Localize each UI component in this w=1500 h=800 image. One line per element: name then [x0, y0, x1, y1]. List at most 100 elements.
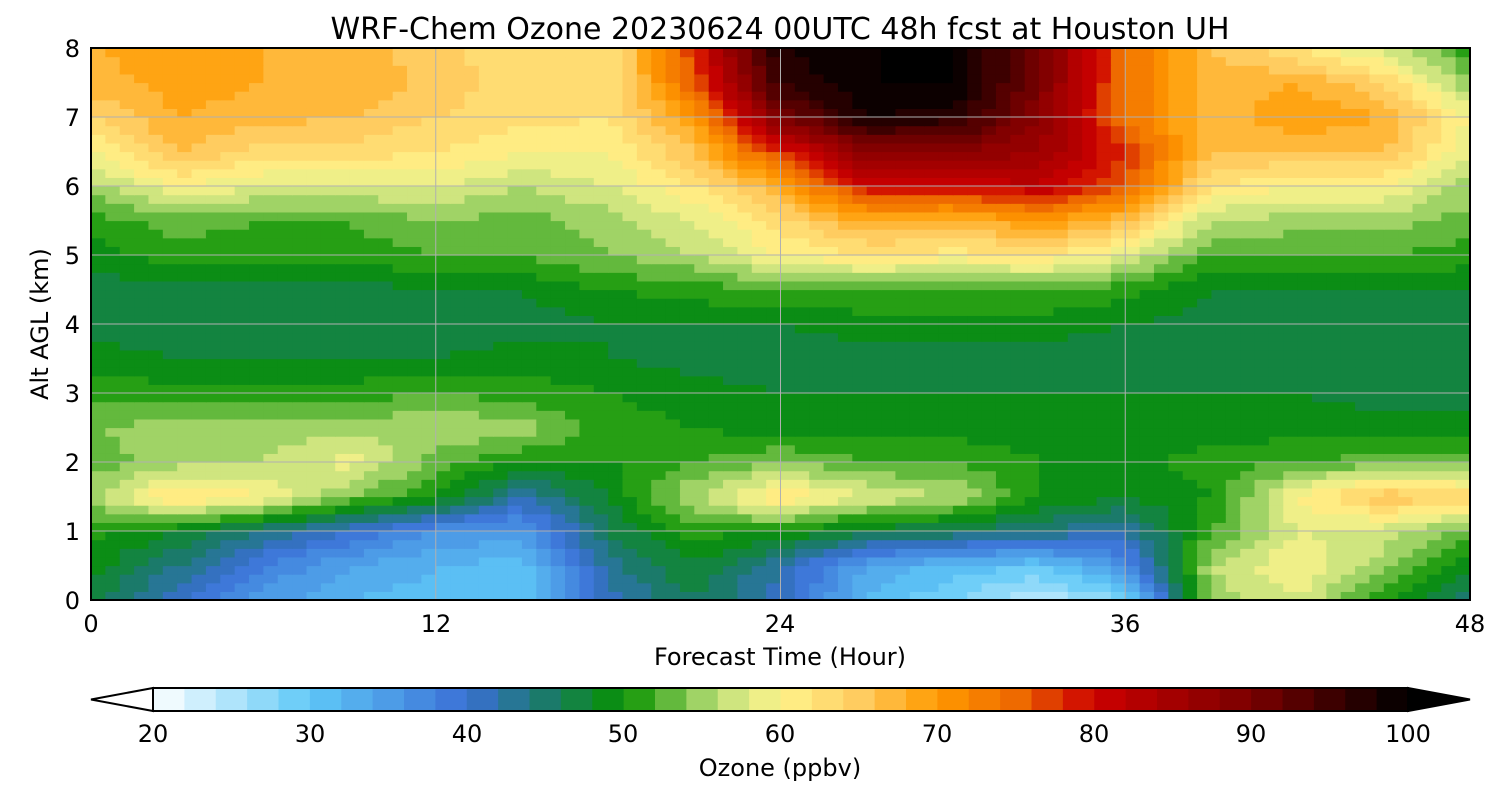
ozone-cell [450, 177, 466, 187]
ozone-cell [952, 582, 968, 592]
ozone-cell [1082, 591, 1098, 600]
ozone-cell [450, 289, 466, 299]
ozone-cell [665, 168, 681, 178]
ozone-cell [1125, 565, 1141, 575]
ozone-cell [191, 487, 207, 498]
ozone-cell [909, 229, 925, 239]
ozone-cell [1053, 444, 1069, 454]
ozone-cell [249, 505, 264, 515]
ozone-cell [694, 470, 710, 480]
ozone-cell [1340, 522, 1356, 532]
ozone-cell [205, 418, 221, 429]
ozone-cell [651, 358, 667, 368]
ozone-cell [823, 574, 839, 584]
ozone-cell [1024, 462, 1040, 472]
ozone-cell [1039, 160, 1055, 170]
ozone-cell [1139, 220, 1155, 230]
ozone-cell [177, 513, 193, 523]
ozone-cell [220, 487, 236, 498]
ozone-cell [1441, 272, 1457, 282]
ozone-cell [1297, 160, 1313, 170]
ozone-cell [1369, 237, 1385, 247]
ozone-cell [1398, 479, 1414, 489]
ozone-cell [450, 436, 466, 446]
ozone-cell [335, 462, 351, 472]
ozone-cell [809, 548, 825, 558]
ozone-cell [205, 177, 221, 187]
ozone-cell [1297, 237, 1313, 247]
ozone-cell [1139, 505, 1155, 515]
ozone-cell [105, 531, 121, 541]
ozone-cell [1398, 255, 1414, 265]
ozone-cell [565, 367, 580, 377]
ozone-cell [335, 289, 351, 299]
ozone-cell [1182, 444, 1198, 454]
ozone-cell [292, 168, 308, 178]
ozone-cell [521, 548, 537, 558]
ozone-cell [1398, 315, 1414, 325]
ozone-cell [407, 151, 422, 161]
ozone-cell [134, 186, 150, 196]
ozone-cell [191, 436, 207, 446]
ozone-cell [1039, 427, 1055, 437]
ozone-cell [852, 487, 868, 498]
ozone-cell [119, 479, 135, 489]
ozone-cell [952, 341, 968, 351]
ozone-cell [1355, 324, 1371, 334]
ozone-cell [1254, 255, 1270, 265]
ozone-cell [306, 358, 322, 368]
ozone-cell [1211, 203, 1227, 213]
ozone-cell [1398, 203, 1414, 213]
ozone-cell [1125, 341, 1141, 351]
ozone-cell [665, 444, 681, 454]
ozone-cell [1153, 229, 1169, 239]
ozone-cell [981, 393, 997, 403]
ozone-cell [1369, 496, 1385, 506]
ozone-cell [220, 186, 236, 196]
ozone-cell [565, 255, 580, 265]
ozone-cell [349, 496, 365, 506]
ozone-cell [751, 375, 767, 385]
ozone-cell [608, 246, 624, 256]
ozone-cell [119, 203, 135, 213]
ozone-cell [1340, 298, 1356, 308]
ozone-cell [1340, 229, 1356, 239]
ozone-cell [995, 280, 1011, 291]
ozone-cell [234, 203, 250, 213]
ozone-cell [1168, 574, 1184, 584]
ozone-cell [1110, 367, 1126, 377]
ozone-cell [593, 194, 609, 204]
ozone-cell [1254, 548, 1270, 558]
ozone-cell [493, 522, 509, 532]
ozone-cell [823, 410, 839, 420]
ozone-cell [550, 418, 566, 429]
ozone-cell [148, 151, 164, 161]
ozone-cell [392, 539, 408, 549]
ozone-cell [363, 349, 379, 360]
ozone-cell [1311, 410, 1327, 420]
ozone-cell [1268, 229, 1284, 239]
ozone-cell [679, 220, 695, 230]
ozone-cell [1383, 548, 1399, 558]
ozone-cell [809, 384, 825, 394]
ozone-cell [881, 349, 897, 360]
ozone-cell [881, 194, 897, 204]
ozone-cell [263, 220, 279, 230]
ozone-cell [1355, 263, 1371, 273]
ozone-cell [593, 349, 609, 360]
ozone-cell [1297, 263, 1313, 273]
ozone-cell [737, 375, 753, 385]
ozone-cell [751, 531, 767, 541]
ozone-cell [1182, 349, 1198, 360]
ozone-cell [191, 306, 207, 316]
ozone-cell [1254, 168, 1270, 178]
ozone-cell [1268, 358, 1284, 368]
ozone-cell [651, 315, 667, 325]
ozone-cell [378, 280, 394, 291]
ozone-cell [1096, 539, 1112, 549]
ozone-cell [162, 211, 178, 222]
ozone-cell [249, 444, 264, 454]
ozone-cell [723, 358, 738, 368]
ozone-cell [507, 462, 523, 472]
ozone-cell [177, 453, 193, 463]
